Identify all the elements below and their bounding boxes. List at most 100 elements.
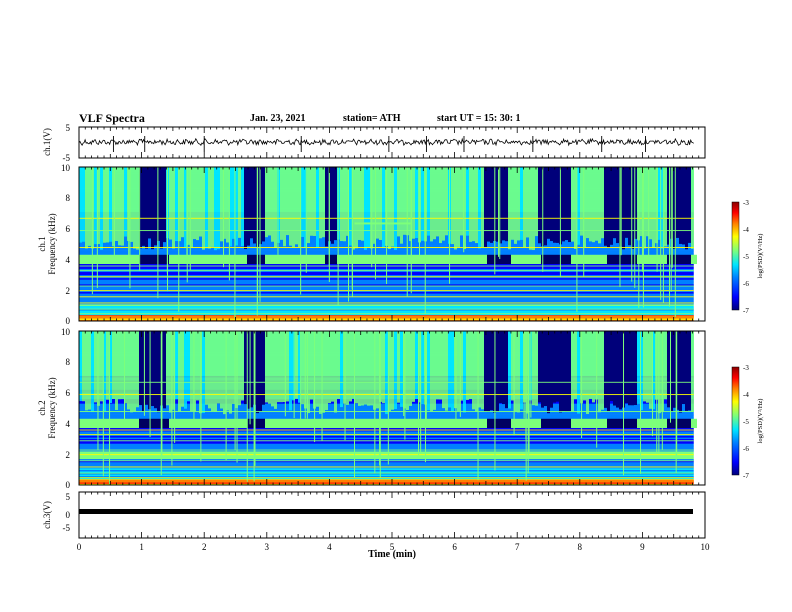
spec-column	[592, 331, 595, 403]
spec-hiss-band	[607, 418, 613, 429]
spec-column	[361, 167, 364, 241]
spec-column	[421, 167, 424, 241]
spec-column	[85, 331, 88, 411]
spec-spike	[596, 331, 598, 448]
spec-spike	[129, 167, 131, 289]
spec-column	[121, 331, 124, 400]
ch2-cbar-tick-m7: -7	[743, 472, 749, 480]
ch3-waveform-trace	[79, 509, 693, 514]
spec-band	[79, 468, 694, 470]
spec-column	[298, 167, 301, 248]
spec-hiss-band	[481, 418, 487, 429]
spec-column	[619, 167, 622, 247]
spec-column	[430, 167, 433, 242]
spec-column	[367, 331, 370, 406]
spec-column	[217, 167, 220, 250]
spec-column	[295, 331, 298, 399]
spec-spike	[525, 331, 527, 481]
spec-hiss-band	[259, 418, 265, 429]
spec-column	[571, 331, 574, 412]
spec-column	[466, 331, 469, 400]
spec-column	[520, 167, 523, 240]
spec-column	[466, 167, 469, 236]
spec-column	[109, 167, 112, 242]
spec-hiss-band	[259, 254, 265, 265]
spec-column	[592, 167, 595, 243]
spec-column	[433, 167, 436, 240]
spec-column	[217, 331, 220, 404]
ch3-ylabel: ch.3(V)	[42, 501, 52, 529]
spec-band	[79, 310, 694, 313]
spec-band	[79, 297, 694, 300]
spec-column	[79, 167, 82, 243]
spec-column	[613, 167, 616, 239]
spec-band	[79, 290, 694, 293]
spec-column	[490, 331, 493, 411]
spec-spike	[576, 167, 578, 312]
ch2-freq-tick-6: 6	[66, 388, 71, 398]
spec-hiss-band	[427, 418, 433, 429]
spec-column	[235, 167, 238, 246]
spec-column	[571, 167, 574, 242]
spec-column	[481, 331, 484, 410]
spec-spike	[656, 167, 658, 272]
spec-hiss-band	[577, 254, 583, 265]
spec-column	[214, 331, 217, 412]
ch2-spectrogram-heatmap	[79, 331, 697, 485]
spec-hiss-band	[151, 418, 157, 429]
spec-hiss-band	[361, 418, 367, 429]
spec-column	[211, 331, 214, 412]
spec-column	[106, 167, 109, 243]
spec-column	[613, 331, 616, 406]
spec-hiss-band	[313, 418, 319, 429]
spec-column	[328, 331, 331, 404]
spec-column	[451, 331, 454, 412]
spec-hiss-band	[493, 418, 499, 429]
spec-column	[685, 167, 688, 250]
spec-band	[79, 288, 694, 291]
spec-column	[145, 331, 148, 405]
spec-column	[136, 167, 139, 250]
x-tick-label: 6	[452, 542, 457, 552]
spec-column	[358, 167, 361, 240]
spec-column	[457, 331, 460, 411]
spec-hiss-band	[301, 254, 307, 265]
spec-spike	[256, 167, 258, 316]
spec-column	[127, 331, 130, 410]
ch2-freq-tick-2: 2	[66, 450, 71, 460]
spec-spike	[638, 167, 640, 308]
spec-hiss-band	[193, 254, 199, 265]
spec-column	[604, 167, 607, 246]
spec-column	[265, 167, 268, 238]
ch1-waveform-trace	[78, 136, 694, 152]
spec-hiss-band	[319, 254, 325, 265]
spec-hiss-band	[103, 418, 109, 429]
spec-column	[541, 331, 544, 408]
spec-hiss-band	[139, 418, 145, 429]
spec-hiss-band	[199, 418, 205, 429]
spec-column	[169, 167, 172, 240]
spec-column	[562, 331, 565, 412]
spec-column	[301, 167, 304, 237]
chart-title: VLF Spectra	[79, 111, 145, 125]
spec-column	[100, 167, 103, 250]
spec-column	[133, 331, 136, 412]
ch1-freq-tick-2: 2	[66, 286, 71, 296]
spec-spike	[634, 167, 636, 288]
spec-column	[517, 167, 520, 241]
spec-column	[556, 167, 559, 243]
x-tick-label: 7	[515, 542, 520, 552]
spec-hiss-band	[679, 254, 685, 265]
spec-column	[358, 331, 361, 406]
spec-band	[79, 483, 694, 485]
spec-column	[313, 167, 316, 236]
spec-column	[157, 331, 160, 413]
spec-column	[331, 167, 334, 244]
spec-spike	[583, 167, 585, 277]
spec-column	[382, 331, 385, 404]
spec-column	[577, 167, 580, 245]
spec-band	[79, 304, 694, 306]
spec-hiss-band	[445, 418, 451, 429]
spec-column	[280, 331, 283, 403]
spec-hiss-band	[559, 254, 565, 265]
